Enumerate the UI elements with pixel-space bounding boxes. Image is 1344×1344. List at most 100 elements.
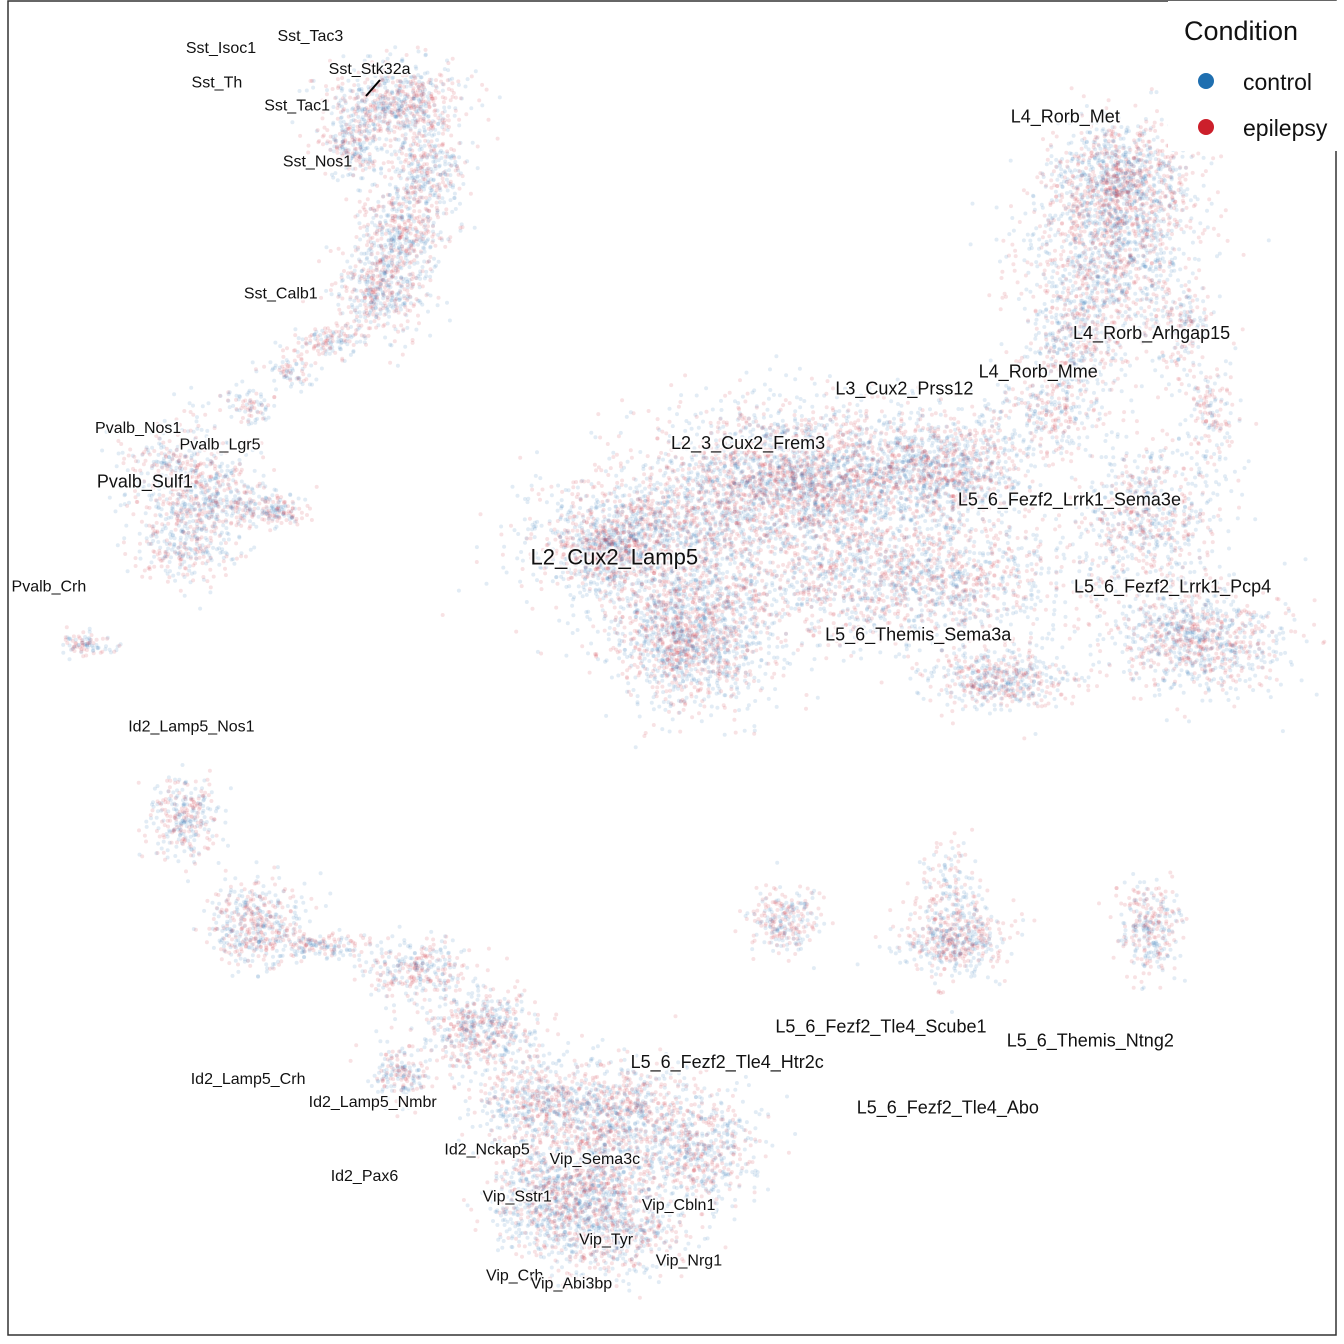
point (352, 343, 356, 347)
point (469, 192, 473, 196)
point (395, 92, 399, 96)
point (82, 647, 86, 651)
point (362, 129, 366, 133)
point (334, 330, 338, 334)
point (341, 136, 345, 140)
point (194, 480, 198, 484)
point (208, 497, 212, 501)
point (403, 160, 407, 164)
point (182, 545, 186, 549)
point (251, 389, 255, 393)
point (149, 498, 153, 502)
point (68, 637, 72, 641)
point (213, 424, 217, 428)
point (383, 219, 387, 223)
point (423, 139, 427, 143)
point (1076, 205, 1080, 209)
point (1055, 198, 1059, 202)
point (193, 485, 197, 489)
point (339, 98, 343, 102)
point (164, 463, 168, 467)
point (372, 119, 376, 123)
point (328, 329, 332, 333)
point (1141, 181, 1145, 185)
point (1157, 167, 1161, 171)
point (183, 541, 187, 545)
point (426, 310, 430, 314)
point (452, 91, 456, 95)
point (428, 186, 432, 190)
point (1101, 212, 1105, 216)
point (1138, 287, 1142, 291)
point (341, 82, 345, 86)
point (234, 500, 238, 504)
point (328, 339, 332, 343)
point (244, 453, 248, 457)
point (379, 167, 383, 171)
point (316, 140, 320, 144)
point (343, 130, 347, 134)
point (195, 415, 199, 419)
point (457, 123, 461, 127)
point (363, 296, 367, 300)
point (321, 346, 325, 350)
point (366, 54, 370, 58)
point (329, 249, 333, 253)
point (212, 575, 216, 579)
point (399, 107, 403, 111)
point (418, 179, 422, 183)
point (271, 510, 275, 514)
point (220, 462, 224, 466)
point (360, 333, 364, 337)
point (358, 226, 362, 230)
point (214, 515, 218, 519)
point (388, 224, 392, 228)
point (288, 493, 292, 497)
point (1151, 153, 1155, 157)
point (388, 103, 392, 107)
point (358, 238, 362, 242)
point (331, 176, 335, 180)
point (186, 508, 190, 512)
point (441, 142, 445, 146)
point (387, 315, 391, 319)
point (209, 475, 213, 479)
point (1140, 163, 1144, 167)
point (235, 468, 239, 472)
point (163, 555, 167, 559)
point (446, 68, 450, 72)
point (193, 501, 197, 505)
point (445, 178, 449, 182)
point (417, 50, 421, 54)
point (344, 197, 348, 201)
point (304, 341, 308, 345)
point (148, 506, 152, 510)
point (369, 301, 373, 305)
point (1161, 165, 1165, 169)
point (453, 114, 457, 118)
point (1059, 199, 1063, 203)
point (251, 360, 255, 364)
point (412, 204, 416, 208)
point (368, 247, 372, 251)
point (393, 45, 397, 49)
point (453, 192, 457, 196)
point (255, 410, 259, 414)
point (331, 87, 335, 91)
point (1138, 208, 1142, 212)
point (1152, 138, 1156, 142)
point (432, 257, 436, 261)
point (1055, 135, 1059, 139)
point (400, 217, 404, 221)
point (393, 309, 397, 313)
point (234, 488, 238, 492)
point (1193, 203, 1197, 207)
point (122, 457, 126, 461)
point (364, 319, 368, 323)
point (1155, 109, 1159, 113)
point (309, 364, 313, 368)
point (1070, 86, 1074, 90)
point (390, 153, 394, 157)
point (1064, 207, 1068, 211)
